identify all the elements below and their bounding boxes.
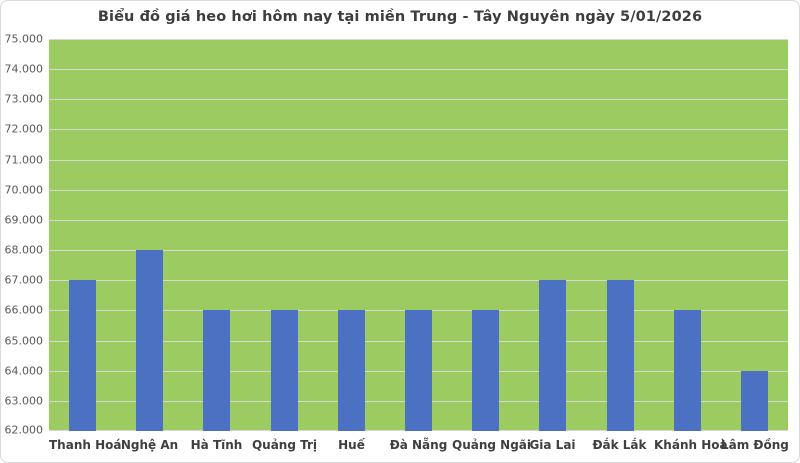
y-tick-label: 74.000 <box>4 62 44 76</box>
y-tick-label: 67.000 <box>4 273 44 287</box>
x-tick-label: Lâm Đồng <box>721 438 789 452</box>
gridline <box>49 220 788 221</box>
gridline <box>49 280 788 281</box>
x-tick-label: Hà Tĩnh <box>190 438 243 452</box>
gridline <box>49 190 788 191</box>
x-tick-label: Đà Nẵng <box>389 438 448 452</box>
bar <box>203 310 230 431</box>
y-tick-label: 69.000 <box>4 213 44 227</box>
bar <box>405 310 432 431</box>
y-tick-label: 70.000 <box>4 183 44 197</box>
bar <box>69 280 96 431</box>
gridline <box>49 160 788 161</box>
gridline <box>49 69 788 70</box>
y-tick-label: 64.000 <box>4 364 44 378</box>
gridline <box>49 250 788 251</box>
plot-area <box>49 39 788 431</box>
x-axis: Thanh Hoá Nghệ An Hà Tĩnh Quảng Trị Huế Đà Nẵ… <box>49 435 789 459</box>
bar <box>338 310 365 431</box>
y-tick-label: 62.000 <box>4 423 44 437</box>
y-tick-label: 66.000 <box>4 303 44 317</box>
x-tick-label: Khánh Hoà <box>654 438 728 452</box>
bar <box>607 280 634 431</box>
y-tick-label: 65.000 <box>4 334 44 348</box>
y-tick-label: 63.000 <box>4 394 44 408</box>
y-tick-label: 73.000 <box>4 92 44 106</box>
gridline <box>49 99 788 100</box>
bar <box>539 280 566 431</box>
bar <box>136 250 163 431</box>
x-tick-label: Thanh Hoá <box>49 438 122 452</box>
y-tick-label: 72.000 <box>4 122 44 136</box>
bar <box>472 310 499 431</box>
y-tick-label: 68.000 <box>4 243 44 257</box>
x-tick-label: Nghệ An <box>120 438 179 452</box>
y-tick-label: 71.000 <box>4 153 44 167</box>
x-tick-label: Quảng Trị <box>251 438 318 452</box>
bar <box>271 310 298 431</box>
bar <box>674 310 701 431</box>
x-tick-label: Gia Lai <box>529 438 576 452</box>
x-tick-label: Quảng Ngãi <box>452 438 531 452</box>
y-tick-label: 75.000 <box>4 32 44 46</box>
gridline <box>49 129 788 130</box>
gridline <box>49 39 788 40</box>
bar <box>741 371 768 431</box>
x-tick-label: Huế <box>338 438 365 452</box>
x-tick-label: Đắk Lắk <box>592 438 647 452</box>
y-axis: 75.000 74.000 73.000 72.000 71.000 70.000 69.0… <box>1 33 44 437</box>
chart-title: Biểu đồ giá heo hơi hôm nay tại miền Tru… <box>97 9 703 25</box>
